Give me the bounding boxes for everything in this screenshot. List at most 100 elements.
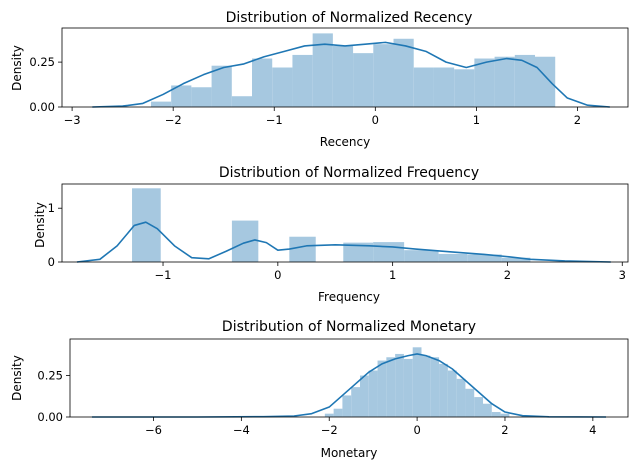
frequency-histogram-bar — [343, 242, 374, 262]
recency-histogram-bar — [393, 38, 414, 107]
monetary-y-tick-label: 0.00 — [37, 410, 63, 424]
monetary-x-tick-label: −4 — [233, 423, 250, 437]
monetary-y-tick-label: 0.25 — [37, 369, 63, 383]
monetary-histogram-bar — [483, 403, 492, 417]
recency-histogram-bar — [454, 69, 475, 107]
recency-histogram-bar — [252, 58, 273, 107]
recency-panel: Distribution of Normalized Recency −3 −2−… — [10, 10, 629, 149]
monetary-histogram-bar — [377, 360, 387, 417]
recency-x-tick-label: 1 — [473, 113, 480, 127]
monetary-kde-line — [91, 353, 607, 418]
frequency-title: Distribution of Normalized Frequency — [219, 165, 479, 181]
recency-histogram-bar — [494, 56, 515, 107]
monetary-histogram-bar — [395, 353, 404, 417]
recency-histogram-bar — [332, 45, 354, 107]
recency-histogram-bar — [433, 67, 455, 107]
monetary-x-tick-label: −6 — [145, 423, 162, 437]
monetary-plot-area — [91, 347, 607, 418]
monetary-histogram-bar — [474, 397, 484, 417]
recency-plot-area — [92, 33, 610, 108]
recency-histogram-bar — [413, 67, 434, 107]
recency-x-tick-label: 2 — [574, 113, 581, 127]
recency-histogram-bar — [514, 54, 536, 107]
frequency-x-tick-label: 1 — [389, 268, 396, 282]
monetary-y-ticks: 0.00 0.25 — [37, 369, 70, 424]
frequency-kde-line — [76, 221, 611, 263]
monetary-histogram-bar — [456, 378, 466, 417]
recency-histogram-bar — [211, 65, 232, 107]
monetary-x-label: Monetary — [321, 446, 378, 460]
frequency-axes-frame — [61, 183, 629, 263]
monetary-histogram-bar — [447, 370, 457, 417]
frequency-histogram-bar — [404, 250, 439, 262]
recency-x-tick-label: 0 — [372, 113, 379, 127]
recency-histogram-bar — [171, 85, 192, 107]
frequency-plot-area — [76, 188, 611, 263]
frequency-y-tick-label: 0 — [48, 255, 55, 269]
monetary-histogram-bar — [465, 388, 475, 417]
monetary-x-tick-label: 4 — [589, 423, 596, 437]
monetary-x-ticks: −6 −4 −2 0 2 4 — [145, 417, 597, 437]
monetary-panel: Distribution of Normalized Monetary −6 −4… — [10, 319, 629, 460]
recency-histogram-bar — [231, 96, 253, 107]
recency-histogram-bar — [150, 101, 172, 107]
frequency-histogram-bar — [467, 254, 502, 262]
frequency-panel: Distribution of Normalized Frequency −1 0… — [33, 165, 629, 304]
monetary-histogram-bar — [500, 413, 510, 417]
monetary-histogram-bar — [359, 375, 369, 417]
frequency-x-label: Frequency — [318, 290, 380, 304]
recency-histogram-bar — [292, 54, 313, 107]
recency-histogram-bar — [373, 44, 394, 107]
recency-x-tick-label: −2 — [165, 113, 182, 127]
recency-histogram-bar — [272, 67, 293, 107]
frequency-histogram-bar — [438, 253, 468, 262]
monetary-histogram-bar — [430, 357, 440, 417]
frequency-histogram-bar — [501, 257, 531, 262]
monetary-histogram-bar — [368, 370, 378, 417]
recency-title: Distribution of Normalized Recency — [226, 10, 473, 26]
recency-axes-frame — [61, 27, 629, 108]
monetary-title: Distribution of Normalized Monetary — [222, 319, 476, 335]
frequency-x-tick-label: 0 — [274, 268, 281, 282]
frequency-y-ticks: 01 — [48, 201, 62, 269]
monetary-x-tick-label: 0 — [413, 423, 420, 437]
recency-histogram-bar — [312, 33, 333, 107]
frequency-x-tick-label: −1 — [155, 268, 172, 282]
monetary-histogram-bar — [351, 387, 360, 417]
frequency-x-tick-label: 3 — [619, 268, 626, 282]
recency-y-ticks: 0.00 0.25 — [29, 55, 62, 114]
monetary-x-tick-label: −2 — [321, 423, 338, 437]
recency-x-tick-label: −1 — [266, 113, 283, 127]
recency-x-tick-label: −3 — [64, 113, 81, 127]
recency-y-label: Density — [10, 45, 24, 91]
recency-y-tick-label: 0.00 — [29, 100, 55, 114]
frequency-x-tick-label: 2 — [504, 268, 511, 282]
monetary-y-label: Density — [10, 355, 24, 401]
monetary-histogram-bar — [421, 355, 431, 417]
recency-histogram-bar — [191, 87, 212, 107]
monetary-histogram-bar — [333, 408, 343, 417]
monetary-histogram-bar — [491, 412, 501, 417]
monetary-histogram-bar — [403, 358, 413, 417]
frequency-y-tick-label: 1 — [48, 201, 55, 215]
monetary-axes-frame — [69, 338, 629, 418]
frequency-histogram-bar — [373, 242, 405, 262]
recency-y-tick-label: 0.25 — [29, 55, 55, 69]
frequency-histogram-bar — [231, 220, 259, 262]
monetary-histogram-bar — [412, 347, 422, 417]
recency-kde-line — [92, 41, 610, 108]
frequency-histogram-bar — [289, 236, 316, 262]
recency-histogram-bar — [353, 53, 374, 107]
recency-x-ticks: −3 −2 −1 0 1 2 — [64, 107, 581, 127]
monetary-histogram-bar — [386, 357, 396, 417]
recency-histogram-bar — [474, 58, 495, 107]
monetary-histogram-bar — [342, 395, 352, 417]
recency-x-label: Recency — [320, 135, 370, 149]
recency-histogram-bar — [535, 56, 556, 107]
monetary-histogram-bar — [439, 363, 448, 417]
frequency-y-label: Density — [33, 202, 47, 248]
frequency-x-ticks: −1 0 1 2 3 — [155, 262, 626, 282]
monetary-x-tick-label: 2 — [501, 423, 508, 437]
monetary-histogram-bar — [324, 413, 334, 417]
